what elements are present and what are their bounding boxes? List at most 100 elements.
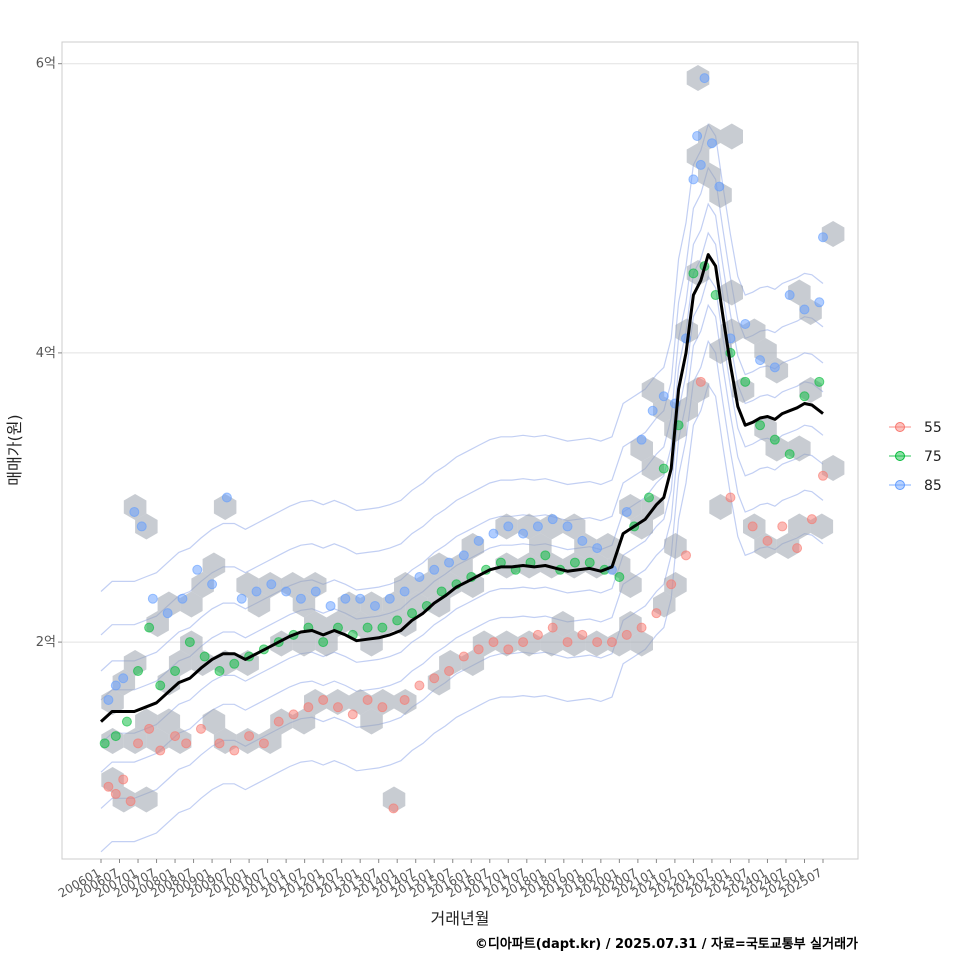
- data-point-75: [814, 376, 825, 387]
- legend-label-75: 75: [924, 449, 942, 465]
- data-point-55: [592, 637, 603, 648]
- data-point-55: [806, 514, 817, 525]
- data-point-55: [288, 709, 299, 720]
- data-point-75: [214, 666, 225, 677]
- trend-line-layer: [99, 253, 824, 723]
- data-point-85: [658, 391, 669, 402]
- hexbin-cell: [664, 533, 687, 559]
- hexbin-cell: [641, 377, 665, 403]
- hexbin-cell: [551, 611, 575, 637]
- hexbin-cell: [247, 591, 271, 618]
- data-point-85: [236, 593, 247, 604]
- data-point-55: [181, 738, 192, 749]
- hexbin-cell: [641, 455, 665, 481]
- data-point-75: [362, 622, 373, 633]
- data-point-85: [414, 572, 425, 583]
- data-point-85: [503, 521, 514, 532]
- data-point-85: [577, 535, 588, 546]
- data-point-85: [369, 600, 380, 611]
- data-point-55: [125, 796, 136, 807]
- data-point-85: [129, 506, 140, 517]
- data-point-85: [221, 492, 232, 503]
- y-tick-label: 2억: [36, 635, 56, 650]
- data-point-75: [643, 492, 654, 503]
- data-point-85: [192, 564, 203, 575]
- legend-label-85: 85: [924, 478, 942, 494]
- hexbin-cell: [135, 786, 158, 813]
- hexbin-cell: [123, 494, 147, 520]
- data-point-55: [777, 521, 788, 532]
- data-point-85: [562, 521, 573, 532]
- data-point-85: [340, 593, 351, 604]
- data-point-75: [155, 680, 166, 691]
- data-point-55: [518, 637, 529, 648]
- hexbin-cell: [371, 689, 394, 715]
- plot-panel: [61, 41, 859, 860]
- legend-marker-55: [895, 422, 905, 432]
- data-point-75: [755, 420, 766, 431]
- data-point-85: [310, 586, 321, 597]
- data-point-85: [399, 586, 410, 597]
- data-point-85: [621, 506, 632, 517]
- trend-line: [99, 253, 824, 723]
- data-point-75: [569, 557, 580, 568]
- data-point-85: [118, 673, 129, 684]
- data-point-75: [110, 731, 121, 742]
- data-point-55: [214, 738, 225, 749]
- data-point-55: [399, 694, 410, 705]
- hexbin-cell: [292, 630, 316, 657]
- scatter-points: [99, 73, 828, 814]
- data-point-55: [244, 731, 255, 742]
- hexbin-cell: [630, 630, 653, 657]
- legend: 55 75 85: [889, 420, 942, 494]
- data-point-85: [799, 304, 810, 315]
- data-point-55: [621, 629, 632, 640]
- data-point-85: [706, 138, 717, 149]
- data-point-85: [755, 355, 766, 366]
- data-point-75: [584, 557, 595, 568]
- hexbin-cell: [630, 435, 653, 462]
- data-point-85: [177, 593, 188, 604]
- data-point-75: [229, 658, 240, 669]
- data-point-75: [133, 666, 144, 677]
- data-point-85: [136, 521, 147, 532]
- data-point-55: [347, 709, 358, 720]
- data-point-55: [377, 702, 388, 713]
- data-point-75: [688, 268, 699, 279]
- data-point-55: [273, 716, 284, 727]
- hexbin-cell: [686, 65, 710, 91]
- hexbin-cell: [630, 513, 653, 540]
- data-point-85: [688, 174, 699, 185]
- hexbin-cell: [788, 279, 811, 306]
- x-axis-title: 거래년월: [431, 909, 490, 928]
- hexbin-cell: [788, 513, 811, 540]
- data-point-75: [99, 738, 110, 749]
- data-point-85: [699, 73, 710, 84]
- density-contour: [100, 303, 824, 773]
- data-point-55: [414, 680, 425, 691]
- data-point-85: [281, 586, 292, 597]
- y-axis-title: 매매가(원): [5, 414, 24, 485]
- data-point-85: [784, 290, 795, 301]
- density-contour: [100, 274, 824, 744]
- data-point-85: [695, 159, 706, 170]
- data-point-55: [144, 723, 155, 734]
- data-point-55: [488, 637, 499, 648]
- data-point-55: [170, 731, 181, 742]
- hexbin-cell: [382, 786, 406, 813]
- data-point-75: [658, 463, 669, 474]
- data-point-85: [444, 557, 455, 568]
- data-point-75: [121, 716, 132, 727]
- data-point-85: [636, 434, 647, 445]
- y-tick-label: 6억: [36, 57, 56, 72]
- data-point-55: [695, 376, 706, 387]
- data-point-85: [814, 297, 825, 308]
- hexbin-cell: [304, 572, 327, 598]
- data-point-85: [592, 543, 603, 554]
- data-point-55: [666, 579, 677, 590]
- data-point-55: [681, 550, 692, 561]
- density-contour: [100, 383, 824, 853]
- data-point-55: [118, 774, 129, 785]
- data-point-75: [540, 550, 551, 561]
- data-point-55: [503, 644, 514, 655]
